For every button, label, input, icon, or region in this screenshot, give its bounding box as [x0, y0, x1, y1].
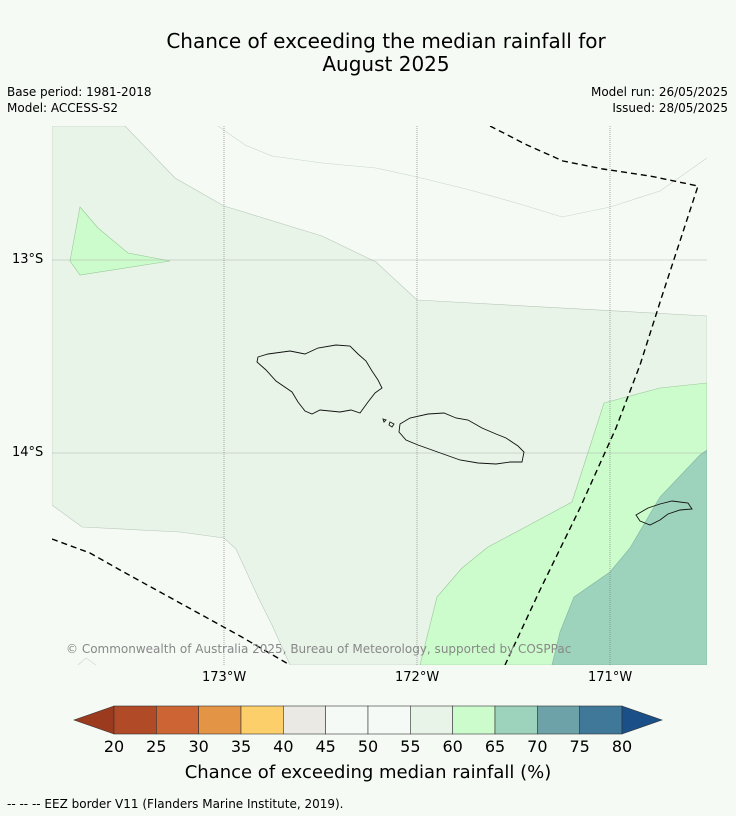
colorbar-segment: [537, 705, 580, 735]
base-period: Base period: 1981-2018: [7, 85, 152, 99]
island-tutuila: [635, 500, 693, 526]
model-run: Model run: 26/05/2025: [590, 85, 728, 99]
colorbar-segment: [410, 705, 453, 735]
region-60-65-west: [69, 206, 171, 276]
meta-right: Model run: 26/05/2025 Issued: 28/05/2025: [591, 84, 728, 116]
colorbar-extend-high: [621, 705, 663, 735]
lon-label-172: 172°W: [395, 670, 440, 685]
colorbar: [73, 705, 663, 735]
colorbar-segment: [579, 705, 623, 735]
colorbar-segment: [198, 705, 242, 735]
colorbar-tick-label: 70: [527, 737, 548, 756]
meta-left: Base period: 1981-2018 Model: ACCESS-S2: [7, 84, 152, 116]
title-line-2: August 2025: [322, 52, 450, 76]
island-upolu: [398, 412, 525, 465]
colorbar-tick-label: 50: [357, 737, 379, 756]
copyright-notice: © Commonwealth of Australia 2025, Bureau…: [66, 642, 572, 656]
colorbar-title: Chance of exceeding median rainfall (%): [184, 762, 552, 783]
map-area: [52, 126, 707, 665]
contour-upper: [217, 126, 707, 218]
colorbar-tick-label: 40: [273, 737, 294, 756]
eez-border-east: [489, 126, 699, 665]
colorbar-tick-label: 25: [146, 737, 167, 756]
lon-label-171: 171°W: [588, 670, 633, 685]
island-islet: [382, 418, 387, 423]
map-title: Chance of exceeding the median rainfall …: [0, 30, 736, 76]
colorbar-tick-label: 80: [611, 737, 633, 756]
lat-label-13: 13°S: [12, 252, 44, 267]
colorbar-tick-label: 55: [400, 737, 421, 756]
island-savaii: [256, 344, 383, 415]
lon-label-173: 173°W: [202, 670, 247, 685]
colorbar-tick-label: 35: [230, 737, 252, 756]
colorbar-segment: [494, 705, 538, 735]
eez-legend-note: -- -- -- EEZ border V11 (Flanders Marine…: [7, 797, 344, 811]
colorbar-tick-label: 60: [442, 737, 463, 756]
colorbar-tick-label: 30: [188, 737, 209, 756]
title-line-1: Chance of exceeding the median rainfall …: [166, 29, 606, 53]
colorbar-extend-low: [73, 705, 115, 735]
lat-label-14: 14°S: [12, 445, 44, 460]
colorbar-tick-label: 20: [103, 737, 125, 756]
colorbar-tick-label: 75: [569, 737, 590, 756]
colorbar-segment: [156, 705, 199, 735]
colorbar-segment: [325, 705, 369, 735]
colorbar-segment: [367, 705, 411, 735]
colorbar-segment: [283, 705, 326, 735]
issued-date: Issued: 28/05/2025: [612, 101, 728, 115]
region-65-70: [551, 449, 707, 665]
model-name: Model: ACCESS-S2: [7, 101, 119, 115]
island-islet-2: [388, 421, 395, 428]
contour-lower: [77, 657, 97, 665]
colorbar-tick-label: 65: [484, 737, 506, 756]
colorbar-segment: [113, 705, 157, 735]
colorbar-tick-label: 45: [315, 737, 336, 756]
colorbar-segment: [240, 705, 284, 735]
eez-border-west: [52, 538, 291, 665]
colorbar-segment: [452, 705, 496, 735]
